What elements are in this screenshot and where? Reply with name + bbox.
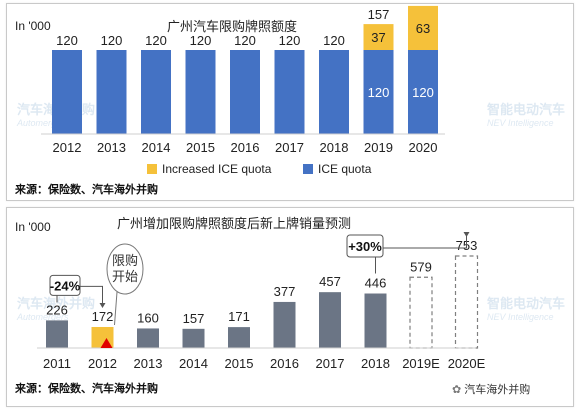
- ice-quota-bar: [274, 50, 305, 134]
- ice-quota-value-label: 120: [279, 33, 301, 48]
- x-tick-label: 2018: [361, 356, 390, 371]
- increased-quota-bar: [408, 5, 438, 50]
- increased-quota-value-label: 37: [371, 30, 385, 45]
- x-tick-label: 2020E: [448, 356, 486, 371]
- x-tick-label: 2020: [409, 140, 438, 155]
- legend-swatch-ice: [303, 164, 313, 174]
- footer-brand-label: 汽车海外并购: [464, 383, 531, 396]
- x-tick-label: 2019E: [402, 356, 440, 371]
- ice-quota-value-label: 120: [145, 33, 167, 48]
- value-label: 171: [228, 309, 250, 324]
- sales-bar: [46, 320, 68, 348]
- ice-quota-bar: [52, 50, 82, 134]
- x-tick-label: 2013: [134, 356, 163, 371]
- legend-label-ice: ICE quota: [318, 162, 372, 176]
- footer-brand: ✿ 汽车海外并购: [452, 381, 530, 397]
- ice-quota-value-label: 120: [190, 33, 212, 48]
- ice-quota-bar: [408, 50, 438, 134]
- ice-quota-bar: [230, 50, 260, 134]
- x-tick-label: 2012: [53, 140, 82, 155]
- value-label: 160: [137, 310, 159, 325]
- ice-quota-value-label: 120: [368, 85, 390, 100]
- chart2-source: 来源：保险数、汽车海外并购: [15, 382, 158, 395]
- x-tick-label: 2017: [316, 356, 345, 371]
- growth-label: +30%: [348, 239, 382, 254]
- x-tick-label: 2013: [97, 140, 126, 155]
- wechat-icon: ✿: [452, 383, 462, 396]
- sales-forecast-panel: In '000 广州增加限购牌照额度后新上牌销量预测 汽车海外并购 Automer…: [6, 207, 574, 407]
- callout-text-line1: 限购: [112, 253, 138, 269]
- callout-oval: [106, 243, 144, 295]
- ice-quota-value-label: 120: [101, 33, 123, 48]
- callout-text-line2: 开始: [112, 270, 138, 285]
- x-tick-label: 2016: [231, 140, 260, 155]
- increased-quota-value-label: 63: [416, 21, 430, 36]
- legend-label-increased: Increased ICE quota: [162, 162, 272, 176]
- value-label: 446: [365, 276, 387, 291]
- value-label: 579: [410, 259, 432, 274]
- forecast-sales-bar: [409, 276, 433, 349]
- decline-label-box: [49, 274, 81, 296]
- total-value-label: 157: [368, 7, 390, 22]
- red-triangle-marker: [100, 338, 113, 348]
- growth-bracket: [375, 236, 467, 274]
- forecast-sales-bar: [454, 255, 479, 349]
- ice-quota-bar: [363, 50, 394, 134]
- x-tick-label: 2015: [225, 356, 254, 371]
- increased-quota-bar: [363, 24, 394, 50]
- sales-bar: [182, 328, 205, 348]
- chart2-title: 广州增加限购牌照额度后新上牌销量预测: [117, 217, 352, 232]
- ice-quota-value-label: 120: [234, 33, 256, 48]
- ice-quota-bar: [141, 50, 171, 134]
- ice-quota-value-label: 120: [323, 33, 345, 48]
- ice-quota-bar: [319, 50, 349, 134]
- ice-quota-bar: [185, 50, 216, 134]
- sales-bar: [273, 301, 296, 348]
- sales-bar: [137, 328, 159, 348]
- x-tick-label: 2014: [179, 356, 208, 371]
- quota-bar-chart: 120 2012 120 2013 120 2014 120 2015 120 2016 120 20…: [41, 5, 445, 176]
- chart1-source: 来源：保险数、汽车海外并购: [15, 183, 158, 196]
- x-tick-label: 2017: [275, 140, 304, 155]
- sales-bar: [364, 293, 387, 348]
- chart1-unit-label: In '000: [15, 19, 51, 33]
- x-tick-label: 2018: [320, 140, 349, 155]
- x-tick-label: 2014: [142, 140, 171, 155]
- decline-label: -24%: [50, 278, 81, 293]
- ice-quota-value-label: 120: [56, 33, 78, 48]
- x-tick-label: 2016: [270, 356, 299, 371]
- x-tick-label: 2012: [88, 356, 117, 371]
- sales-forecast-bar-chart: 226 2011 172 2012 160 2013 157 2014 171 2015 377 20…: [37, 232, 486, 371]
- sales-bar: [228, 327, 250, 348]
- callout-pointer: [114, 291, 118, 326]
- value-label: 226: [46, 302, 68, 317]
- ice-quota-bar: [96, 50, 127, 134]
- chart1-title: 广州汽车限购牌照额度: [167, 20, 298, 35]
- x-tick-label: 2019: [364, 140, 393, 155]
- growth-label-box: [346, 234, 384, 258]
- chart2-unit-label: In '000: [15, 220, 51, 234]
- value-label: 157: [183, 311, 205, 326]
- sales-bar: [319, 292, 341, 348]
- decline-arrowhead: [99, 302, 106, 308]
- value-label: 457: [319, 274, 341, 289]
- ice-quota-value-label: 120: [412, 85, 434, 100]
- value-label: 172: [92, 309, 114, 324]
- value-label: 377: [274, 284, 296, 299]
- x-tick-label: 2011: [43, 356, 71, 371]
- growth-arrowhead: [463, 232, 470, 237]
- legend-swatch-increased: [147, 164, 157, 174]
- x-tick-label: 2015: [186, 140, 215, 155]
